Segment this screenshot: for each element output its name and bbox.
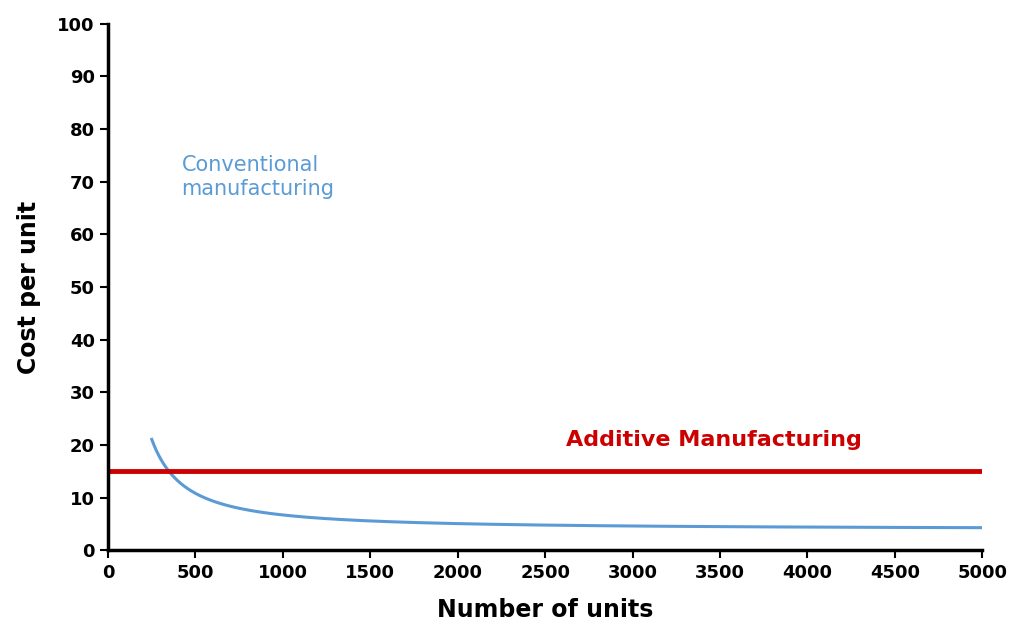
Text: Additive Manufacturing: Additive Manufacturing [566, 431, 862, 450]
Text: Conventional
manufacturing: Conventional manufacturing [181, 155, 335, 199]
Y-axis label: Cost per unit: Cost per unit [16, 201, 41, 374]
X-axis label: Number of units: Number of units [437, 598, 653, 622]
